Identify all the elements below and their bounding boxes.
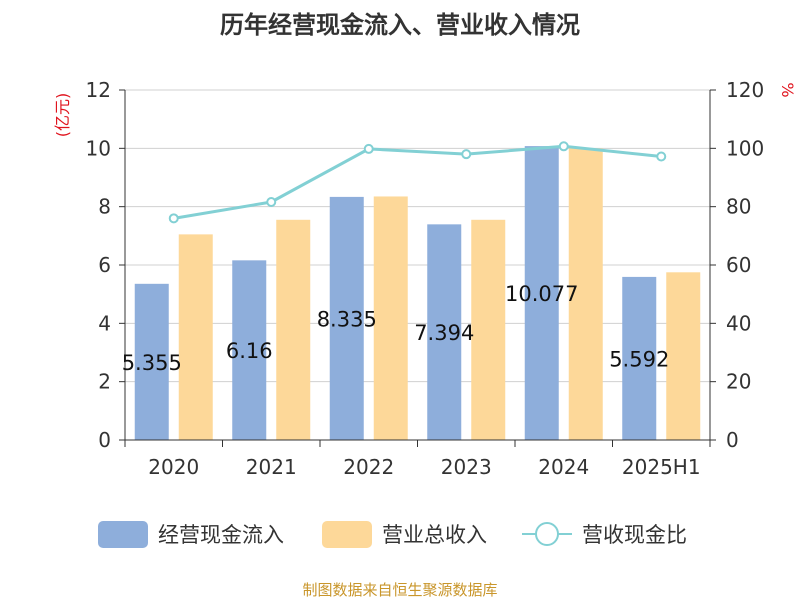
left-axis-unit: (亿元) [53,93,72,138]
x-axis-tick-label: 2024 [538,455,589,479]
revenue-bar [373,196,408,440]
left-axis-tick-label: 12 [86,78,111,102]
left-axis-tick-label: 2 [98,370,111,394]
legend-marker [535,522,559,546]
cash-inflow-bar [329,196,364,440]
cash-inflow-bar [134,283,169,440]
x-axis-tick-label: 2022 [343,455,394,479]
ratio-line-path [173,144,662,220]
ratio-line-point [168,213,179,224]
legend-swatch [98,521,148,548]
legend-label: 营业总收入 [382,523,487,547]
right-axis-unit: % [778,82,797,97]
chart-title: 历年经营现金流入、营业收入情况 [220,11,580,39]
right-axis-tick-label: 20 [726,370,751,394]
left-axis-tick-label: 4 [98,311,111,335]
legend-label: 经营现金流入 [158,523,284,547]
left-axis-tick-label: 0 [98,428,111,452]
legend-swatch [322,521,372,548]
right-axis-tick-label: 0 [726,428,739,452]
revenue-bar [471,219,506,440]
cash-inflow-data-label: 5.592 [609,347,669,371]
source-note: 制图数据来自恒生聚源数据库 [302,581,497,599]
cash-inflow-bar [524,146,559,440]
revenue-bar [666,272,701,440]
x-axis-tick-label: 2025H1 [622,455,701,479]
left-axis-tick-label: 8 [98,195,111,219]
ratio-line-point [461,149,472,160]
cash-inflow-bar [232,260,267,440]
right-axis-tick-label: 100 [726,136,764,160]
revenue-bar [568,148,603,441]
revenue-bar [276,219,311,440]
right-axis-tick-label: 60 [726,253,751,277]
bars [134,146,701,441]
right-axis-tick-label: 120 [726,78,764,102]
cash-inflow-data-label: 6.16 [226,339,273,363]
cash-inflow-data-label: 5.355 [122,351,182,375]
x-axis-tick-label: 2023 [441,455,492,479]
cash-inflow-data-label: 8.335 [317,307,377,331]
revenue-bar [178,234,213,440]
cash-inflow-data-label: 10.077 [505,282,578,306]
right-axis-tick-label: 40 [726,311,751,335]
left-axis-tick-label: 6 [98,253,111,277]
legend: 经营现金流入 营业总收入 营收现金比 [98,521,687,548]
left-axis-tick-label: 10 [86,136,111,160]
x-axis-tick-label: 2020 [148,455,199,479]
x-axis-tick-label: 2021 [246,455,297,479]
data-labels: 5.355 6.16 8.335 7.394 10.077 5.592 [122,282,670,375]
ratio-line-point [363,143,374,154]
right-axis-tick-label: 80 [726,195,751,219]
ratio-line-point [266,197,277,207]
cash-inflow-bar [427,224,462,440]
ratio-line-point [656,151,667,162]
gridlines [125,89,710,383]
cash-inflow-data-label: 7.394 [414,321,474,345]
cash-inflow-bar [622,276,657,440]
ratio-line [168,141,667,224]
ratio-line-point [558,141,569,152]
legend-label: 营收现金比 [582,523,687,547]
